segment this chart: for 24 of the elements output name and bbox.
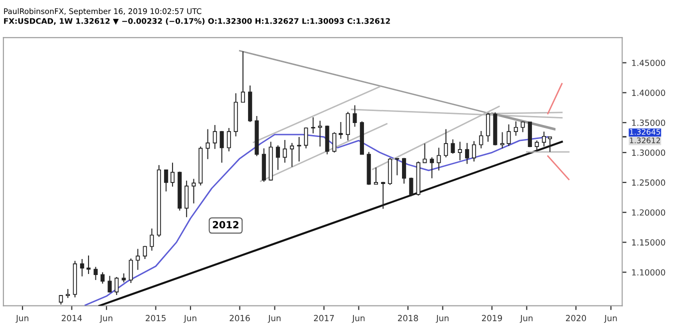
x-tick-label: 2018 xyxy=(398,314,418,322)
x-tick-label: 2014 xyxy=(62,314,82,322)
x-tick-label: 2017 xyxy=(314,314,334,322)
y-tick-label: 1.35000 xyxy=(632,120,666,126)
y-tick-label: 1.40000 xyxy=(632,90,666,96)
x-tick-label: Jun xyxy=(16,315,28,323)
x-tick-label: Jun xyxy=(100,315,112,323)
x-tick-label: 2019 xyxy=(482,314,502,322)
x-tick-label: Jun xyxy=(604,315,617,323)
annotation: 2012 xyxy=(212,221,238,228)
x-tick-label: Jun xyxy=(184,315,196,323)
x-tick-label: Jun xyxy=(352,315,365,323)
y-tick-label: 1.25000 xyxy=(632,179,666,186)
x-tick-label: Jun xyxy=(268,315,281,323)
y-tick-label: 1.45000 xyxy=(632,60,666,66)
x-tick-label: 2020 xyxy=(566,314,586,322)
x-tick-label: 2016 xyxy=(230,314,250,322)
y-tick-label: 1.30000 xyxy=(632,150,666,156)
y-tick-label: 1.15000 xyxy=(632,239,666,246)
x-tick-label: Jun xyxy=(520,315,532,323)
y-tick-label: 1.20000 xyxy=(632,209,666,216)
y-tick-label: 1.10000 xyxy=(632,269,666,276)
x-tick-label: 2015 xyxy=(146,314,166,322)
x-tick-label: Jun xyxy=(436,315,449,323)
